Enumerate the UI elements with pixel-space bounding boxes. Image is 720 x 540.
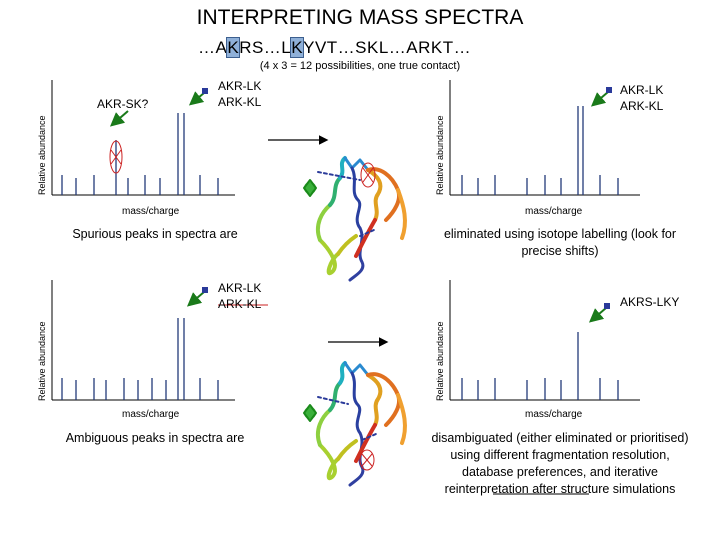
caption-ambiguous-right-1: disambiguated (either eliminated or prio… <box>431 431 689 479</box>
sequence-part: YVT…SKL…ARKT… <box>303 38 472 57</box>
peak-label-top-left-a: AKR-LK <box>218 79 262 93</box>
spurious-peak-mark <box>109 140 123 174</box>
caption-reinterpretation: reinterpretation <box>444 482 529 496</box>
x-axis-label-bottom-right: mass/charge <box>525 409 583 420</box>
pointer-dot <box>186 287 208 307</box>
caption-ambiguous-right: disambiguated (either eliminated or prio… <box>425 430 695 498</box>
pointer-dot <box>590 87 612 107</box>
peak-label-akr-sk: AKR-SK? <box>97 97 149 111</box>
peak-label-bottom-left-a: AKR-LK <box>218 281 262 295</box>
caption-spurious-right: eliminated using isotope labelling (look… <box>443 227 677 258</box>
spectrum-top-right <box>449 80 640 196</box>
subtitle: (4 x 3 = 12 possibilities, one true cont… <box>259 60 461 72</box>
x-axis-label-bottom-left: mass/charge <box>122 409 180 420</box>
page-title: INTERPRETING MASS SPECTRA <box>196 6 524 29</box>
y-axis-label-bottom-right: Relative abundance <box>435 321 445 401</box>
sequence-part: RS…L <box>239 38 292 57</box>
peak-label-bottom-right: AKRS-LKY <box>620 295 680 309</box>
x-axis-label-top-left: mass/charge <box>122 206 180 217</box>
peaks <box>61 318 219 400</box>
peak-label-top-left-b: ARK-KL <box>218 95 262 109</box>
caption-ambiguous-right-3: after structure simulations <box>528 482 676 496</box>
peaks <box>461 332 619 400</box>
pointer-dot <box>588 303 610 323</box>
peak-label-top-right-b: ARK-KL <box>620 99 664 113</box>
protein-structure-top <box>303 156 407 282</box>
caption-spurious-left: Spurious peaks in spectra are <box>72 227 238 241</box>
peaks <box>61 113 219 195</box>
y-axis-label-top-right: Relative abundance <box>435 115 445 195</box>
sequence-line: …AKRS…LKYVT…SKL…ARKT… <box>198 37 472 58</box>
peak-label-top-right-a: AKR-LK <box>620 83 664 97</box>
protein-structure-bottom <box>303 361 407 487</box>
sequence-highlight-k1: K <box>226 37 241 58</box>
x-axis-label-top-right: mass/charge <box>525 206 583 217</box>
pointer-arrow <box>109 110 129 127</box>
sequence-part: …A <box>198 38 228 57</box>
sequence-highlight-k2: K <box>290 37 305 58</box>
spectrum-bottom-right <box>449 280 640 401</box>
spectrum-bottom-left <box>51 280 235 401</box>
y-axis-label-bottom-left: Relative abundance <box>37 321 47 401</box>
spectrum-top-left <box>51 80 235 196</box>
peak-label-bottom-left-b: ARK-KL <box>218 297 262 311</box>
y-axis-label-top-left: Relative abundance <box>37 115 47 195</box>
pointer-dot <box>188 88 208 106</box>
peaks <box>461 106 619 195</box>
caption-ambiguous-left: Ambiguous peaks in spectra are <box>65 431 245 445</box>
